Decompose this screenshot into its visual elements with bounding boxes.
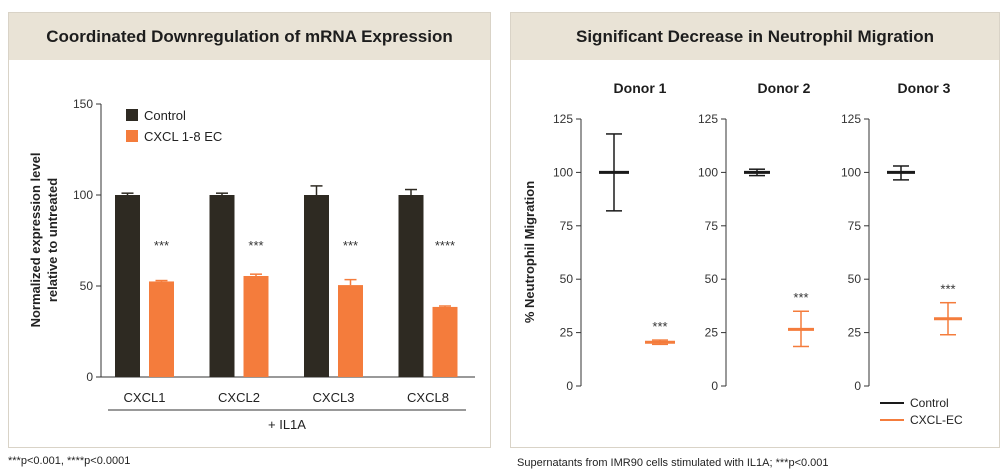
legend-swatch xyxy=(126,109,138,121)
y-tick-label: 100 xyxy=(698,165,718,179)
significance-label: *** xyxy=(343,238,358,253)
y-tick-label: 125 xyxy=(698,112,718,126)
y-tick-label: 100 xyxy=(73,188,93,202)
significance-label: *** xyxy=(154,238,169,253)
y-tick-label: 50 xyxy=(705,272,719,286)
legend-label: CXCL 1-8 EC xyxy=(144,129,222,144)
bar-control xyxy=(209,195,235,377)
bar-cxcl-1-8-ec xyxy=(149,281,174,377)
significance-label: *** xyxy=(248,238,263,253)
y-tick-label: 100 xyxy=(553,165,573,179)
bar-cxcl-1-8-ec xyxy=(338,285,363,377)
x-axis-label: + IL1A xyxy=(268,417,306,432)
y-tick-label: 0 xyxy=(711,379,718,393)
bar-control xyxy=(115,195,140,377)
y-tick-label: 75 xyxy=(705,219,719,233)
x-tick-label: CXCL2 xyxy=(218,390,260,405)
bar-control xyxy=(304,195,329,377)
left-footnote: ***p<0.001, ****p<0.0001 xyxy=(8,455,131,467)
y-tick-label: 100 xyxy=(841,165,861,179)
bar-cxcl-1-8-ec xyxy=(243,275,269,377)
significance-label: **** xyxy=(435,238,455,253)
donor-label: Donor 3 xyxy=(898,80,951,96)
significance-label: *** xyxy=(793,290,808,305)
significance-label: *** xyxy=(940,282,955,297)
donor-label: Donor 2 xyxy=(758,80,811,96)
significance-label: *** xyxy=(652,319,667,334)
y-tick-label: 25 xyxy=(848,326,862,340)
y-tick-label: 0 xyxy=(86,370,93,384)
y-tick-label: 25 xyxy=(560,326,574,340)
legend-label: Control xyxy=(144,108,186,123)
y-tick-label: 50 xyxy=(848,272,862,286)
left-chart-title: Coordinated Downregulation of mRNA Expre… xyxy=(9,13,490,60)
y-axis-label: Normalized expression level relative to u… xyxy=(28,153,60,328)
y-tick-label: 50 xyxy=(80,279,94,293)
right-chart-title: Significant Decrease in Neutrophil Migra… xyxy=(511,13,999,60)
legend-swatch xyxy=(126,130,138,142)
donor-label: Donor 1 xyxy=(614,80,667,96)
x-tick-label: CXCL8 xyxy=(407,390,449,405)
y-tick-label: 150 xyxy=(73,97,93,111)
bar-cxcl-1-8-ec xyxy=(432,306,458,377)
bar-control xyxy=(398,195,424,377)
legend-label: Control xyxy=(910,396,949,410)
y-tick-label: 75 xyxy=(560,219,574,233)
right-chart-panel: Significant Decrease in Neutrophil Migra… xyxy=(510,12,1000,448)
y-tick-label: 75 xyxy=(848,219,862,233)
x-tick-label: CXCL3 xyxy=(313,390,355,405)
right-footnote: Supernatants from IMR90 cells stimulated… xyxy=(517,457,829,469)
legend-label: CXCL-EC xyxy=(910,413,963,427)
x-tick-label: CXCL1 xyxy=(124,390,166,405)
y-tick-label: 0 xyxy=(854,379,861,393)
y-tick-label: 25 xyxy=(705,326,719,340)
y-tick-label: 125 xyxy=(553,112,573,126)
y-tick-label: 50 xyxy=(560,272,574,286)
y-axis-label: % Neutrophil Migration xyxy=(522,181,537,323)
y-tick-label: 0 xyxy=(566,379,573,393)
y-tick-label: 125 xyxy=(841,112,861,126)
